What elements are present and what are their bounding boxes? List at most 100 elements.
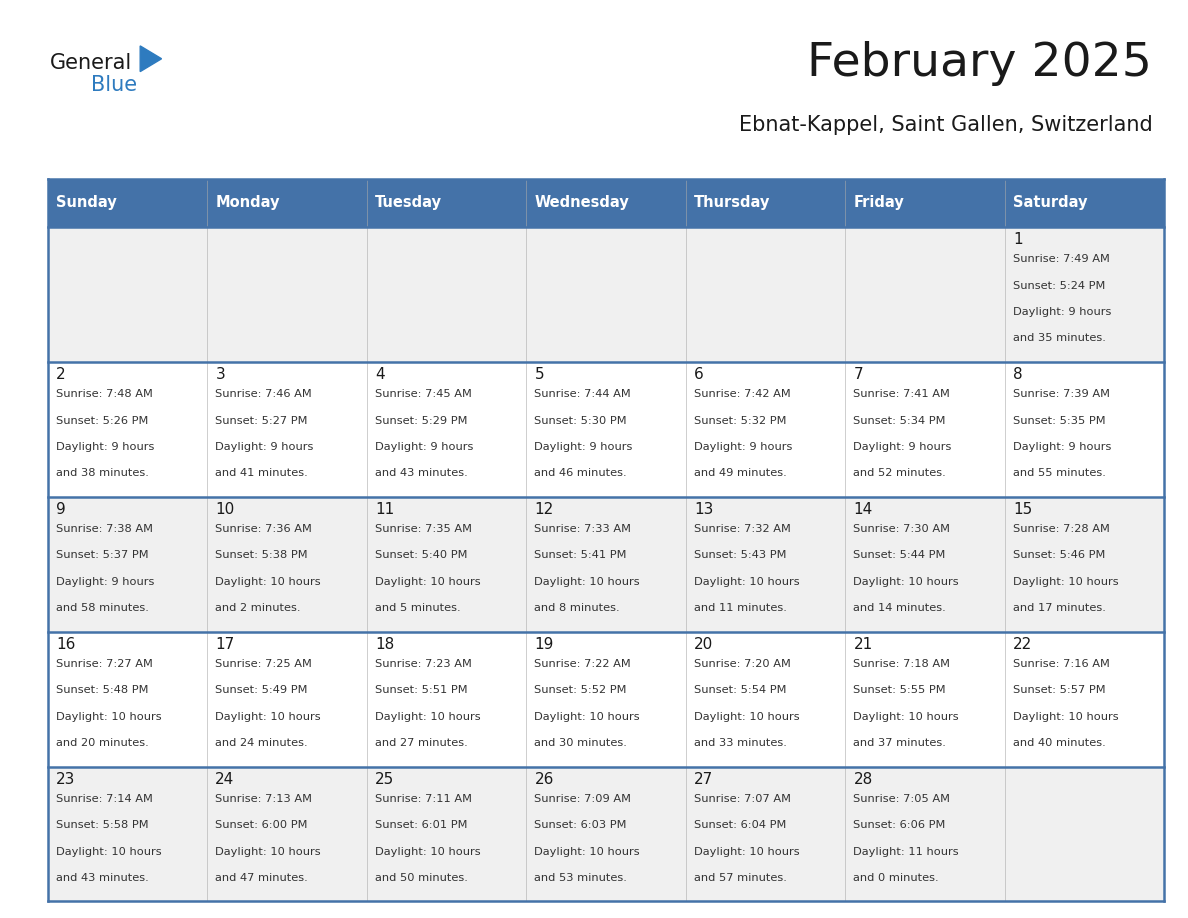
Text: Sunrise: 7:42 AM: Sunrise: 7:42 AM: [694, 389, 791, 399]
Text: Daylight: 10 hours: Daylight: 10 hours: [694, 711, 800, 722]
Text: Daylight: 10 hours: Daylight: 10 hours: [215, 846, 321, 856]
Text: and 30 minutes.: and 30 minutes.: [535, 738, 627, 748]
Bar: [48, 227, 207, 362]
Text: Daylight: 9 hours: Daylight: 9 hours: [694, 442, 792, 452]
Text: Sunset: 6:06 PM: Sunset: 6:06 PM: [853, 821, 946, 831]
Text: Sunset: 5:44 PM: Sunset: 5:44 PM: [853, 551, 946, 561]
Polygon shape: [140, 46, 162, 72]
Text: and 20 minutes.: and 20 minutes.: [56, 738, 148, 748]
Text: Daylight: 9 hours: Daylight: 9 hours: [853, 442, 952, 452]
Text: 3: 3: [215, 367, 225, 382]
Text: Sunrise: 7:30 AM: Sunrise: 7:30 AM: [853, 524, 950, 534]
Text: and 33 minutes.: and 33 minutes.: [694, 738, 786, 748]
Text: Daylight: 10 hours: Daylight: 10 hours: [853, 577, 959, 587]
Text: Sunset: 5:57 PM: Sunset: 5:57 PM: [1013, 686, 1106, 696]
Text: Daylight: 9 hours: Daylight: 9 hours: [1013, 307, 1112, 317]
Text: Sunset: 6:01 PM: Sunset: 6:01 PM: [375, 821, 467, 831]
Text: 13: 13: [694, 502, 713, 517]
Text: Thursday: Thursday: [694, 196, 770, 210]
Text: Sunrise: 7:23 AM: Sunrise: 7:23 AM: [375, 659, 472, 669]
Text: Daylight: 10 hours: Daylight: 10 hours: [56, 846, 162, 856]
Text: Sunrise: 7:27 AM: Sunrise: 7:27 AM: [56, 659, 153, 669]
Bar: [526, 767, 685, 901]
Text: 4: 4: [375, 367, 385, 382]
Text: Daylight: 10 hours: Daylight: 10 hours: [535, 846, 640, 856]
Text: 20: 20: [694, 637, 713, 652]
Text: Blue: Blue: [91, 74, 138, 95]
Text: 5: 5: [535, 367, 544, 382]
Text: 12: 12: [535, 502, 554, 517]
Text: Sunrise: 7:38 AM: Sunrise: 7:38 AM: [56, 524, 153, 534]
Text: Sunrise: 7:49 AM: Sunrise: 7:49 AM: [1013, 254, 1110, 264]
Text: Sunrise: 7:33 AM: Sunrise: 7:33 AM: [535, 524, 632, 534]
Text: and 14 minutes.: and 14 minutes.: [853, 603, 947, 613]
Text: and 52 minutes.: and 52 minutes.: [853, 468, 947, 478]
Text: 18: 18: [375, 637, 394, 652]
Text: Sunrise: 7:36 AM: Sunrise: 7:36 AM: [215, 524, 312, 534]
Text: Sunrise: 7:39 AM: Sunrise: 7:39 AM: [1013, 389, 1110, 399]
Text: Daylight: 9 hours: Daylight: 9 hours: [375, 442, 473, 452]
Text: Sunset: 5:48 PM: Sunset: 5:48 PM: [56, 686, 148, 696]
Text: 2: 2: [56, 367, 65, 382]
Text: Daylight: 9 hours: Daylight: 9 hours: [215, 442, 314, 452]
Text: 9: 9: [56, 502, 65, 517]
Text: Sunday: Sunday: [56, 196, 116, 210]
Bar: [48, 362, 207, 497]
Text: Sunset: 5:32 PM: Sunset: 5:32 PM: [694, 416, 786, 426]
Text: Sunrise: 7:13 AM: Sunrise: 7:13 AM: [215, 794, 312, 804]
Text: and 11 minutes.: and 11 minutes.: [694, 603, 786, 613]
Bar: [207, 767, 367, 901]
Text: Sunrise: 7:20 AM: Sunrise: 7:20 AM: [694, 659, 791, 669]
Text: and 37 minutes.: and 37 minutes.: [853, 738, 947, 748]
Bar: [845, 632, 1005, 767]
Text: and 35 minutes.: and 35 minutes.: [1013, 333, 1106, 343]
Text: 6: 6: [694, 367, 703, 382]
Text: 17: 17: [215, 637, 234, 652]
Text: Sunset: 5:26 PM: Sunset: 5:26 PM: [56, 416, 148, 426]
Text: 19: 19: [535, 637, 554, 652]
Text: Daylight: 10 hours: Daylight: 10 hours: [375, 577, 480, 587]
Bar: [845, 497, 1005, 632]
Text: and 5 minutes.: and 5 minutes.: [375, 603, 461, 613]
Text: and 0 minutes.: and 0 minutes.: [853, 873, 940, 883]
Text: Daylight: 10 hours: Daylight: 10 hours: [56, 711, 162, 722]
Text: Sunrise: 7:09 AM: Sunrise: 7:09 AM: [535, 794, 632, 804]
Bar: [1005, 767, 1164, 901]
Text: and 50 minutes.: and 50 minutes.: [375, 873, 468, 883]
Text: and 43 minutes.: and 43 minutes.: [375, 468, 468, 478]
Text: Sunrise: 7:48 AM: Sunrise: 7:48 AM: [56, 389, 153, 399]
Text: Sunrise: 7:45 AM: Sunrise: 7:45 AM: [375, 389, 472, 399]
Text: Sunrise: 7:11 AM: Sunrise: 7:11 AM: [375, 794, 472, 804]
Text: Friday: Friday: [853, 196, 904, 210]
Text: Sunrise: 7:05 AM: Sunrise: 7:05 AM: [853, 794, 950, 804]
Text: Daylight: 11 hours: Daylight: 11 hours: [853, 846, 959, 856]
Bar: [1005, 227, 1164, 362]
Bar: [367, 632, 526, 767]
Text: Daylight: 10 hours: Daylight: 10 hours: [535, 577, 640, 587]
Bar: [685, 362, 845, 497]
Text: Sunset: 5:37 PM: Sunset: 5:37 PM: [56, 551, 148, 561]
Text: and 43 minutes.: and 43 minutes.: [56, 873, 148, 883]
Text: and 53 minutes.: and 53 minutes.: [535, 873, 627, 883]
Text: Daylight: 9 hours: Daylight: 9 hours: [56, 577, 154, 587]
Bar: [207, 497, 367, 632]
Bar: [526, 362, 685, 497]
Text: and 2 minutes.: and 2 minutes.: [215, 603, 301, 613]
Text: Daylight: 10 hours: Daylight: 10 hours: [215, 577, 321, 587]
Text: and 47 minutes.: and 47 minutes.: [215, 873, 308, 883]
Text: 27: 27: [694, 772, 713, 787]
Text: Sunrise: 7:18 AM: Sunrise: 7:18 AM: [853, 659, 950, 669]
Bar: [207, 632, 367, 767]
Text: Daylight: 10 hours: Daylight: 10 hours: [1013, 711, 1119, 722]
Bar: [367, 362, 526, 497]
Text: General: General: [50, 53, 132, 73]
Text: Sunrise: 7:28 AM: Sunrise: 7:28 AM: [1013, 524, 1110, 534]
Text: Daylight: 10 hours: Daylight: 10 hours: [694, 577, 800, 587]
Text: Sunset: 5:40 PM: Sunset: 5:40 PM: [375, 551, 467, 561]
Text: Sunset: 6:00 PM: Sunset: 6:00 PM: [215, 821, 308, 831]
Text: Tuesday: Tuesday: [375, 196, 442, 210]
Bar: [845, 362, 1005, 497]
Bar: [207, 362, 367, 497]
Text: and 8 minutes.: and 8 minutes.: [535, 603, 620, 613]
Text: 26: 26: [535, 772, 554, 787]
